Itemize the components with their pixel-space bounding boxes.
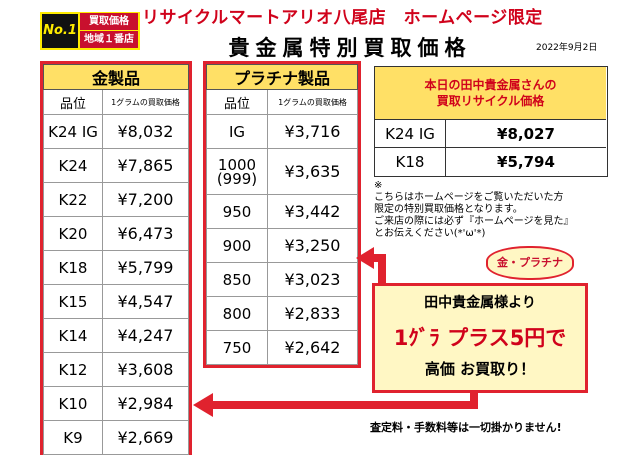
price-cell: ¥3,635 <box>267 148 358 195</box>
grade-cell: K15 <box>43 284 103 319</box>
today-grade: K24 IG <box>375 120 446 148</box>
table-row: K20 ¥6,473 <box>43 216 189 251</box>
price-cell: ¥2,984 <box>102 386 189 421</box>
date-label: 2022年9月2日 <box>536 43 598 53</box>
today-line2: 買取リサイクル価格 <box>436 94 545 108</box>
note-mark: ※ <box>374 180 383 191</box>
today-grade: K18 <box>375 148 446 176</box>
price-cell: ¥8,032 <box>102 114 189 149</box>
grade-cell: K24 <box>43 148 103 183</box>
grade-cell: K18 <box>43 250 103 285</box>
grade-line-sub: (999) <box>216 169 258 188</box>
price-header: 1グラムの買取価格 <box>267 89 358 115</box>
table-row: K22 ¥7,200 <box>43 182 189 217</box>
badge-bottom-label: 地域１番店 <box>80 31 138 48</box>
badge-top-label: 買取価格 <box>80 13 138 30</box>
price-cell: ¥4,247 <box>102 318 189 353</box>
today-header: 本日の田中貴金属さんの 買取リサイクル価格 <box>375 67 606 119</box>
table-row: K24 IG ¥8,032 <box>43 114 189 149</box>
promo-box <box>372 283 588 393</box>
price-cell: ¥6,473 <box>102 216 189 251</box>
table-row: K14 ¥4,247 <box>43 318 189 353</box>
today-row: K24 IG ¥8,027 <box>375 119 606 148</box>
arrow-to-platinum <box>356 247 386 284</box>
gold-table-title: 金製品 <box>43 64 189 90</box>
table-row: K12 ¥3,608 <box>43 352 189 387</box>
note-line: とお伝えください(*'ω'*) <box>374 228 486 239</box>
table-row: IG ¥3,716 <box>206 114 358 149</box>
promo-line2: 1ｸﾞﾗ プラス5円で <box>393 326 567 350</box>
grade-header: 品位 <box>206 89 268 115</box>
today-price: ¥5,794 <box>497 153 555 171</box>
grade-cell: K10 <box>43 386 103 421</box>
table-row: K24 ¥7,865 <box>43 148 189 183</box>
price-cell: ¥3,608 <box>102 352 189 387</box>
grade-cell: 750 <box>206 330 268 365</box>
note-line: こちらはホームページをご覧いただいた方 <box>374 192 564 203</box>
metal-bubble: 金・プラチナ <box>486 246 574 280</box>
promo-line3: 高価 お買取り！ <box>424 360 536 378</box>
today-line1: 本日の田中貴金属さんの <box>424 78 557 92</box>
platinum-price-table: プラチナ製品 品位 1グラムの買取価格 IG ¥3,716 1000 (999) ¥3,… <box>203 61 361 368</box>
platinum-table-title: プラチナ製品 <box>206 64 358 90</box>
grade-cell: K20 <box>43 216 103 251</box>
price-cell: ¥7,200 <box>102 182 189 217</box>
note-line: ご来店の際には必ず『ホームページを見た』 <box>374 216 574 227</box>
grade-cell: 1000 (999) <box>206 148 268 195</box>
table-row: 750 ¥2,642 <box>206 330 358 365</box>
grade-cell: 900 <box>206 228 268 263</box>
note-line: 限定の特別買取価格となります。 <box>374 204 523 215</box>
price-cell: ¥3,442 <box>267 194 358 229</box>
today-row: K18 ¥5,794 <box>375 147 606 176</box>
no1-label: No.1 <box>42 14 78 48</box>
price-cell: ¥5,799 <box>102 250 189 285</box>
today-price: ¥8,027 <box>497 125 555 143</box>
price-cell: ¥7,865 <box>102 148 189 183</box>
table-row: 1000 (999) ¥3,635 <box>206 148 358 195</box>
grade-cell: IG <box>206 114 268 149</box>
arrow-to-gold <box>193 387 478 417</box>
today-price-box <box>374 66 608 177</box>
page-title: 貴金属特別買取価格 <box>228 36 472 60</box>
price-cell: ¥2,642 <box>267 330 358 365</box>
grade-cell: K24 IG <box>43 114 103 149</box>
table-row: 800 ¥2,833 <box>206 296 358 331</box>
fee-notice: 査定料・手数料等は一切掛かりません! <box>370 421 562 434</box>
promo-line1: 田中貴金属様より <box>424 295 536 311</box>
table-row: 950 ¥3,442 <box>206 194 358 229</box>
price-cell: ¥3,716 <box>267 114 358 149</box>
notice-text: ※ こちらはホームページをご覧いただいた方 限定の特別買取価格となります。 ご来… <box>374 180 614 240</box>
table-row: K18 ¥5,799 <box>43 250 189 285</box>
table-row: K10 ¥2,984 <box>43 386 189 421</box>
store-title: リサイクルマートアリオ八尾店 ホームページ限定 <box>142 8 543 28</box>
grade-cell: 850 <box>206 262 268 297</box>
grade-cell: 800 <box>206 296 268 331</box>
grade-line: 1000 <box>217 155 257 174</box>
